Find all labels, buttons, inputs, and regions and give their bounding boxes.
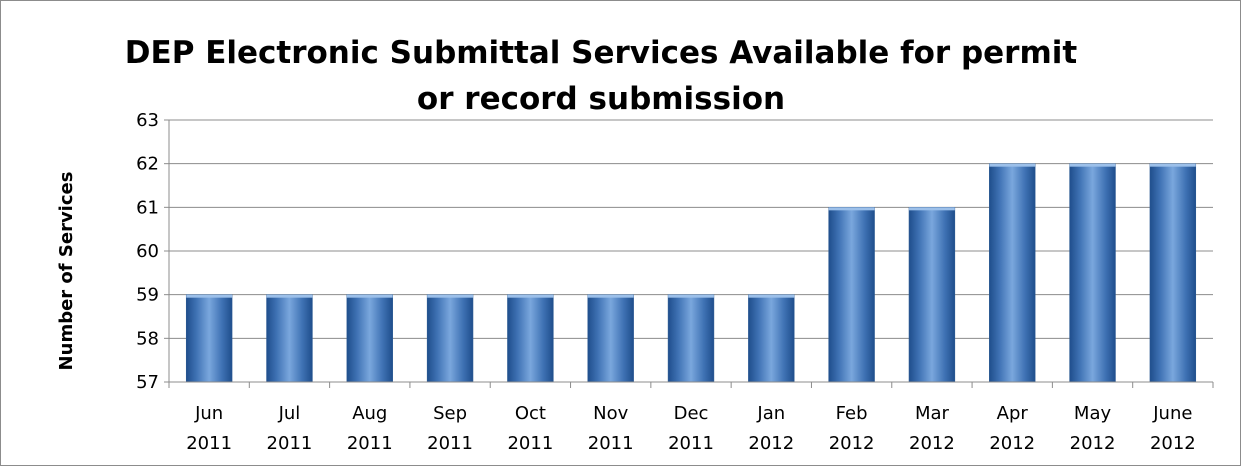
chart-title-line-1: DEP Electronic Submittal Services Availa… [125,35,1078,71]
bar-6 [667,294,715,383]
bar-top-highlight-3 [427,294,473,298]
bar-top-highlight-8 [828,207,875,211]
x-tick-label-month-4: Oct [515,403,546,424]
x-tick-label-year-10: 2012 [989,433,1035,454]
y-tick-label-59: 59 [136,285,159,306]
bar-8 [828,207,875,383]
bar-9 [908,207,956,383]
x-tick-label-month-1: Jul [278,403,301,424]
bar-top-highlight-11 [1069,163,1116,167]
bar-top-highlight-4 [507,294,554,298]
x-tick-label-month-3: Sep [433,403,467,424]
bar-5 [587,294,634,383]
y-tick-labels: 57 58 59 60 61 62 63 [136,110,169,393]
bar-11 [1069,163,1116,383]
chart-title-line-2: or record submission [417,81,785,117]
x-tick-label-year-4: 2011 [507,433,553,454]
y-tick-label-60: 60 [136,241,159,262]
bar-top-highlight-6 [668,294,714,298]
bar-top-highlight-1 [266,294,313,298]
x-tick-label-year-1: 2011 [267,433,313,454]
bar-top-highlight-5 [587,294,634,298]
bar-1 [266,294,313,383]
y-tick-label-58: 58 [136,328,159,349]
x-tick-label-year-8: 2012 [829,433,875,454]
y-tick-label-57: 57 [136,372,159,393]
y-tick-label-63: 63 [136,110,159,131]
x-tick-label-month-10: Apr [997,403,1029,424]
x-tick-labels: Jun 2011 Jul 2011 Aug 2011 Sep 2011 Oct 2011 Nov 20… [186,403,1196,454]
y-tick-label-61: 61 [136,197,159,218]
x-tick-label-month-11: May [1074,403,1112,424]
x-tick-label-year-9: 2012 [909,433,955,454]
x-tick-label-year-3: 2011 [427,433,473,454]
x-tick-label-month-0: Jun [194,403,223,424]
bar-top-highlight-9 [909,207,955,211]
x-tick-label-year-2: 2011 [347,433,393,454]
x-tick-label-month-9: Mar [915,403,950,424]
bar-7 [748,294,795,383]
bar-top-highlight-10 [989,163,1036,167]
bar-top-highlight-7 [748,294,795,298]
x-tick-label-month-7: Jan [756,403,785,424]
x-tick-label-year-11: 2012 [1070,433,1116,454]
x-tick-label-month-2: Aug [352,403,387,424]
bar-2 [346,294,393,383]
x-tick-label-month-6: Dec [674,403,709,424]
bar-top-highlight-2 [346,294,393,298]
bar-10 [989,163,1036,383]
x-tick-label-year-6: 2011 [668,433,714,454]
bar-4 [507,294,554,383]
y-tick-label-62: 62 [136,154,159,175]
x-tick-label-year-0: 2011 [186,433,232,454]
x-tick-label-year-5: 2011 [588,433,634,454]
x-tick-label-year-7: 2012 [748,433,794,454]
bar-top-highlight-12 [1149,163,1196,167]
x-tick-label-year-12: 2012 [1150,433,1196,454]
bars [185,163,1197,383]
gridlines [169,119,1213,339]
bar-12 [1149,163,1197,383]
x-tick-label-month-12: June [1152,403,1192,424]
x-tick-label-month-8: Feb [836,403,868,424]
y-axis-label: Number of Services [56,172,77,371]
bar-top-highlight-0 [186,294,233,298]
x-tick-label-month-5: Nov [593,403,628,424]
bar-0 [185,294,233,383]
bar-3 [426,294,474,383]
